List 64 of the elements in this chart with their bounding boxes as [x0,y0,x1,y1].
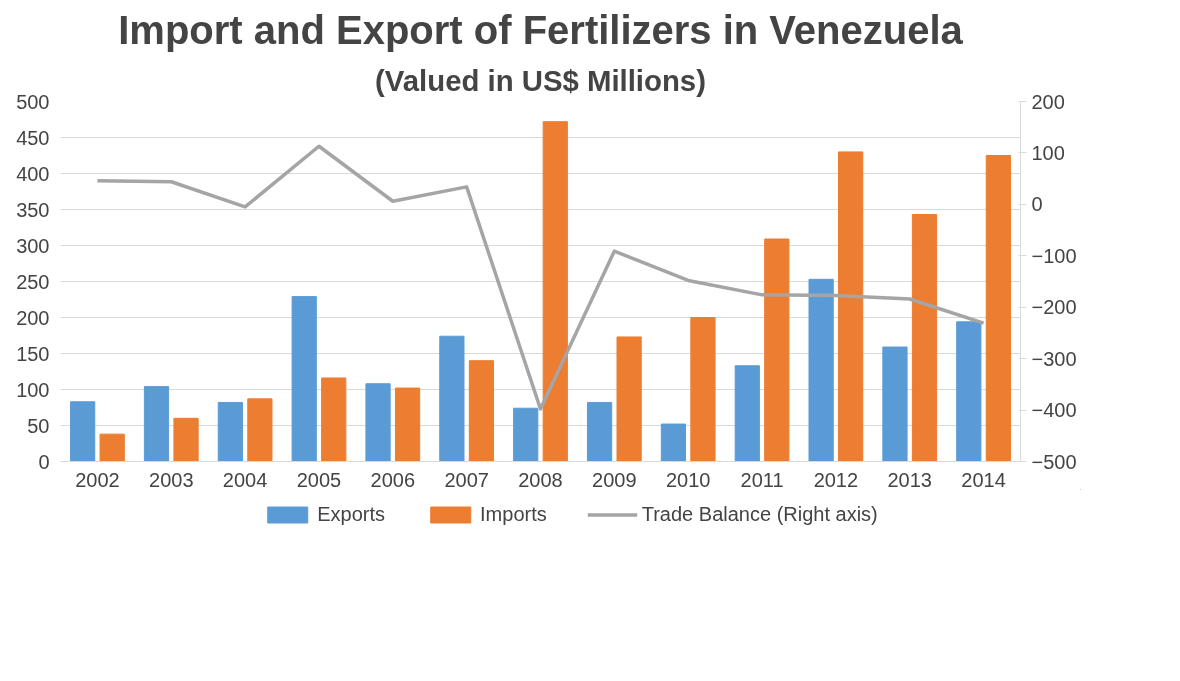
bar [291,296,317,462]
x-tick-label: 2010 [665,468,711,491]
y2-tick-label: −300 [1031,347,1077,370]
y2-tick-label: −200 [1031,296,1077,319]
y-tick-label: 100 [16,378,50,401]
chart-subtitle: (Valued in US$ Millions) [375,63,706,97]
bar [247,398,273,462]
bar [985,155,1011,462]
x-tick-label: 2002 [75,468,120,491]
y-tick-label: 350 [16,198,50,221]
bar [321,377,347,462]
y-tick-label: 450 [16,126,50,149]
bar [173,417,199,462]
x-tick-label: 2014 [961,468,1006,491]
y2-tick-label: 0 [1031,193,1043,216]
bar [365,383,391,462]
bar [99,433,125,462]
bar [882,346,908,462]
x-tick-label: 2006 [370,468,416,491]
bar [734,365,760,462]
bar [911,214,938,462]
bar [513,407,539,462]
chart-title: Import and Export of Fertilizers in Venezuela [118,7,964,52]
legend-label: Trade Balance (Right axis) [641,502,878,526]
bar [764,238,790,462]
legend-label: Imports [480,502,547,526]
y2-tick-label: −400 [1031,399,1077,422]
y2-tick-label: 200 [1031,90,1065,113]
bar [808,278,834,462]
bar [660,423,687,462]
y-tick-label: 200 [16,306,50,329]
bar [542,121,568,462]
y-tick-label: 250 [16,270,50,293]
x-tick-label: 2003 [149,468,194,491]
bar [70,401,96,462]
y2-tick-label: 100 [1031,141,1065,164]
y2-tick-label: −100 [1031,244,1077,267]
bar [439,335,465,462]
x-tick-label: 2011 [740,468,784,491]
x-tick-label: 2009 [592,468,637,491]
x-tick-label: 2005 [296,468,342,491]
y-tick-label: 500 [16,90,50,113]
y-tick-label: 300 [16,234,50,257]
bar [217,401,243,462]
bar [143,386,170,462]
bar [956,321,982,462]
y-tick-label: 400 [16,162,50,185]
bar [838,151,864,462]
bar [468,360,495,462]
y2-tick-label: −500 [1031,450,1077,473]
x-tick-label: 2007 [444,468,489,491]
x-tick-label: 2013 [887,468,932,491]
line-series [95,144,986,411]
x-tick-label: 2004 [222,468,268,491]
legend-label: Exports [317,502,386,526]
y-tick-label: 50 [27,414,50,437]
y-tick-label: 150 [16,342,50,365]
x-tick-label: 2012 [813,468,859,491]
y-tick-label: 0 [38,450,50,473]
bar [586,401,613,462]
bar [690,317,716,462]
x-tick-label: 2008 [518,468,563,491]
bar [616,336,642,462]
bar [394,387,421,462]
